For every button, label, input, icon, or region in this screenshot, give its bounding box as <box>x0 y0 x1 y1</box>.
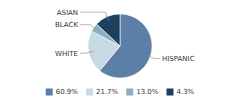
legend-swatch <box>46 89 53 96</box>
legend-swatch <box>126 89 133 96</box>
chart: HISPANIC WHITE BLACK ASIAN 60.9% 21.7% 13.0% 4.… <box>0 0 240 100</box>
legend-item: 60.9% <box>46 88 79 96</box>
legend-item: 21.7% <box>86 88 119 96</box>
legend-item: 13.0% <box>126 88 159 96</box>
slice-label: WHITE <box>55 50 78 58</box>
legend-label: 4.3% <box>176 88 194 96</box>
legend-swatch <box>86 89 93 96</box>
leader-line <box>80 25 98 31</box>
leader-line <box>146 55 160 58</box>
legend-label: 60.9% <box>56 88 79 96</box>
legend-item: 4.3% <box>166 88 194 96</box>
slice-label: ASIAN <box>57 9 78 17</box>
legend-label: 21.7% <box>96 88 119 96</box>
slice-label: BLACK <box>55 21 78 29</box>
slice-labels: HISPANIC WHITE BLACK ASIAN <box>55 9 195 63</box>
legend-label: 13.0% <box>136 88 159 96</box>
leader-line <box>80 51 93 53</box>
pie <box>88 14 152 78</box>
legend-swatch <box>166 89 173 96</box>
legend: 60.9% 21.7% 13.0% 4.3% <box>46 88 195 96</box>
leader-line <box>80 12 109 21</box>
slice-label: HISPANIC <box>162 55 195 63</box>
